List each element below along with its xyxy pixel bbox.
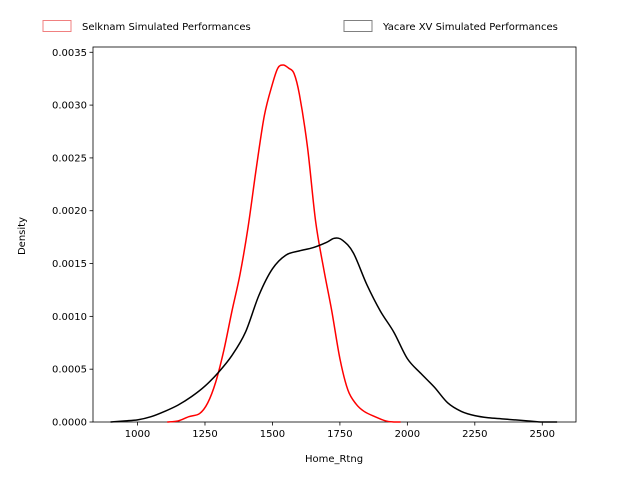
legend-swatch-yacare [343,20,373,32]
x-tick-label: 1750 [327,429,352,440]
x-tick-label: 2000 [395,429,420,440]
y-tick-label: 0.0030 [52,101,87,112]
y-tick-label: 0.0010 [52,312,87,323]
legend-label-yacare: Yacare XV Simulated Performances [382,22,558,33]
y-tick-label: 0.0000 [52,418,87,429]
selknam-density-line [167,64,401,423]
legend-swatch-selknam [42,20,72,32]
yacare-density-line [110,237,558,423]
x-tick-label: 1250 [192,429,217,440]
y-axis: 0.0000 0.0005 0.0010 0.0015 0.0020 0.0025 0.00… [52,48,93,429]
legend-label-selknam: Selknam Simulated Performances [82,22,251,33]
legend: Selknam Simulated Performances Yacare XV… [42,20,558,33]
x-axis: 1000 1250 1500 1750 2000 2250 2500 [125,422,555,440]
y-axis-label: Density [17,217,28,255]
y-tick-label: 0.0025 [52,153,87,164]
y-tick-label: 0.0020 [52,206,87,217]
x-tick-label: 2500 [530,429,555,440]
x-tick-label: 2250 [462,429,487,440]
x-tick-label: 1000 [125,429,150,440]
x-axis-label: Home_Rtng [305,454,363,465]
x-tick-label: 1500 [260,429,285,440]
y-tick-label: 0.0035 [52,48,87,59]
series-layer [110,64,558,423]
y-tick-label: 0.0015 [52,259,87,270]
plot-area [92,46,577,423]
y-tick-label: 0.0005 [52,365,87,376]
